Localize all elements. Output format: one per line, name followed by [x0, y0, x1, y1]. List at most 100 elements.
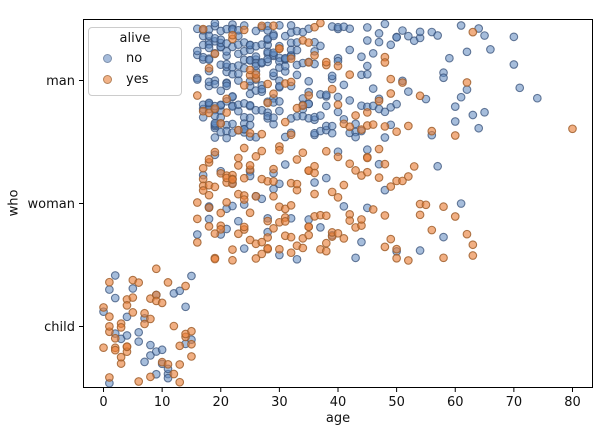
data-point: [333, 92, 343, 102]
data-point: [468, 110, 478, 120]
data-point: [163, 359, 173, 369]
data-point: [392, 244, 401, 254]
data-point: [380, 242, 390, 252]
data-point: [233, 69, 243, 79]
data-point: [210, 49, 220, 59]
data-point: [134, 377, 144, 386]
data-point: [233, 125, 243, 135]
data-point: [140, 308, 149, 318]
data-point: [380, 58, 390, 67]
data-point: [362, 145, 372, 154]
data-point: [105, 322, 114, 331]
data-point: [298, 243, 308, 253]
data-point: [269, 31, 278, 41]
data-point: [398, 176, 407, 186]
data-point: [192, 230, 202, 239]
data-point: [333, 193, 343, 202]
data-point: [251, 191, 261, 201]
x-tick-label: 60: [447, 395, 464, 410]
data-point: [233, 161, 243, 170]
data-point: [216, 208, 226, 218]
data-point: [392, 99, 401, 109]
data-point: [327, 187, 337, 197]
data-point: [298, 148, 308, 158]
data-point: [439, 202, 448, 211]
data-point: [105, 312, 114, 321]
data-point: [415, 91, 425, 101]
data-point: [310, 22, 319, 32]
data-point: [175, 377, 185, 387]
data-point: [140, 357, 149, 367]
data-point: [222, 81, 231, 91]
x-tick-label: 50: [388, 395, 405, 410]
data-point: [339, 234, 349, 243]
data-point: [228, 119, 237, 129]
data-point: [486, 45, 495, 54]
data-point: [122, 301, 132, 310]
data-point: [210, 229, 220, 238]
data-point: [316, 19, 325, 28]
data-point: [140, 319, 149, 329]
data-point: [269, 89, 278, 99]
data-point: [233, 153, 243, 163]
data-point: [228, 245, 237, 254]
data-point: [351, 132, 360, 142]
data-point: [439, 73, 448, 83]
data-point: [480, 107, 489, 117]
legend-label-yes: yes: [126, 72, 149, 87]
data-point: [362, 167, 372, 177]
data-point: [192, 198, 202, 207]
legend-item-yes: yes: [95, 69, 175, 90]
y-axis-label: who: [6, 189, 22, 217]
data-point: [286, 248, 296, 258]
data-point: [280, 217, 290, 226]
data-point: [386, 182, 396, 191]
data-point: [239, 81, 249, 90]
data-point: [351, 111, 360, 120]
data-point: [304, 38, 314, 47]
data-point: [462, 47, 472, 57]
data-point: [415, 27, 425, 37]
data-point: [333, 100, 343, 110]
data-point: [392, 253, 401, 263]
data-point: [204, 214, 214, 224]
data-point: [380, 133, 390, 142]
data-point: [251, 254, 261, 263]
data-point: [192, 75, 202, 84]
data-point: [275, 106, 284, 116]
data-point: [175, 360, 185, 369]
legend-marker-no-icon: [103, 54, 112, 63]
data-point: [116, 352, 126, 362]
data-point: [286, 21, 296, 30]
data-point: [392, 127, 401, 137]
legend-title: alive: [119, 31, 151, 46]
data-point: [368, 84, 378, 93]
data-point: [216, 119, 226, 128]
data-point: [292, 179, 302, 189]
data-point: [374, 173, 384, 182]
data-point: [362, 61, 372, 71]
data-point: [374, 29, 384, 38]
data-point: [198, 24, 208, 34]
data-point: [99, 303, 108, 312]
data-point: [345, 70, 355, 79]
data-point: [450, 131, 460, 140]
data-point: [210, 147, 220, 157]
data-point: [269, 68, 278, 78]
data-point: [239, 173, 249, 183]
data-point: [280, 117, 290, 127]
data-point: [222, 47, 231, 56]
data-point: [380, 122, 390, 131]
data-point: [427, 225, 437, 235]
data-point: [415, 246, 425, 255]
data-point: [462, 85, 472, 94]
data-point: [204, 222, 214, 231]
data-point: [362, 23, 372, 32]
data-point: [327, 71, 337, 81]
data-point: [509, 60, 519, 69]
data-point: [175, 286, 185, 296]
data-point: [362, 108, 372, 117]
data-point: [304, 230, 314, 240]
data-point: [380, 159, 390, 169]
data-point: [310, 51, 319, 60]
